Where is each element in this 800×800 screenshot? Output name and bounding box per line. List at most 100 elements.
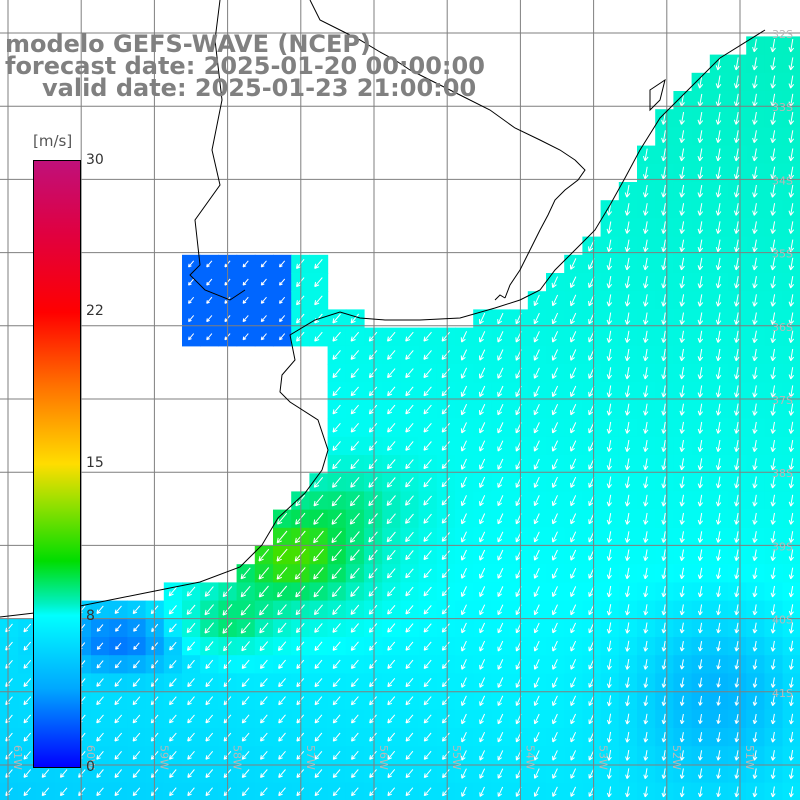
wind-arrow: [460, 531, 467, 543]
wind-arrow: [625, 731, 630, 743]
wind-arrow: [752, 567, 758, 580]
wind-arrow: [260, 278, 267, 286]
wind-arrow: [679, 221, 685, 234]
wind-arrow: [479, 531, 486, 543]
wind-arrow: [788, 203, 795, 216]
wind-arrow: [114, 732, 123, 742]
wind-arrow: [697, 239, 704, 253]
wind-arrow: [533, 731, 540, 743]
wind-arrow: [497, 713, 504, 725]
wind-arrow: [258, 567, 270, 580]
wind-arrow: [716, 677, 721, 688]
colorbar-tick-30: 30: [86, 152, 104, 168]
wind-arrow: [497, 367, 504, 379]
wind-arrow: [460, 458, 467, 470]
wind-arrow: [533, 331, 540, 343]
wind-arrow: [423, 459, 432, 470]
wind-arrow: [240, 567, 251, 580]
wind-arrow: [679, 367, 685, 380]
wind-arrow: [642, 148, 649, 162]
wind-arrow: [350, 678, 359, 688]
wind-arrow: [332, 787, 341, 797]
wind-arrow: [734, 768, 740, 779]
wind-arrow: [350, 659, 359, 669]
lat-label: 32S: [772, 28, 793, 41]
wind-arrow: [314, 769, 323, 778]
wind-arrow: [770, 421, 776, 434]
wind-arrow: [442, 750, 450, 760]
wind-arrow: [441, 350, 451, 360]
wind-arrow: [679, 695, 685, 706]
wind-arrow: [132, 605, 141, 615]
wind-arrow: [497, 349, 504, 361]
wind-arrow: [332, 714, 341, 724]
wind-arrow: [423, 732, 432, 742]
wind-arrow: [606, 713, 612, 725]
wind-arrow: [715, 294, 722, 307]
wind-arrow: [661, 221, 667, 234]
wind-arrow: [643, 367, 649, 380]
wind-arrow: [386, 477, 396, 488]
wind-arrow: [752, 403, 758, 416]
wind-arrow: [679, 549, 685, 562]
wind-arrow: [387, 677, 396, 688]
wind-arrow: [624, 257, 631, 271]
wind-arrow: [497, 604, 504, 616]
wind-arrow: [369, 678, 377, 688]
wind-arrow: [313, 548, 324, 562]
wind-arrow: [278, 659, 286, 669]
wind-arrow: [368, 494, 378, 507]
wind-arrow: [752, 348, 758, 362]
wind-arrow: [733, 148, 740, 162]
latitude-labels: 32S 33S 34S 35S 36S 37S 38S 39S 40S 41S: [772, 28, 793, 700]
wind-arrow: [551, 312, 559, 325]
wind-arrow: [551, 440, 559, 452]
wind-arrow: [643, 276, 649, 289]
wind-arrow: [551, 549, 558, 561]
wind-arrow: [479, 495, 486, 507]
wind-arrow: [460, 476, 467, 488]
wind-arrow: [115, 642, 122, 650]
wind-arrow: [770, 786, 776, 798]
wind-arrow: [314, 787, 323, 797]
wind-arrow: [242, 260, 249, 268]
wind-arrow: [643, 677, 649, 688]
wind-arrow: [734, 458, 740, 471]
wind-arrow: [570, 731, 577, 743]
wind-arrow: [350, 386, 359, 397]
wind-arrow: [734, 403, 740, 416]
wind-arrow: [715, 239, 722, 253]
wind-arrow: [661, 239, 667, 253]
wind-arrow: [423, 513, 432, 524]
wind-arrow: [752, 512, 758, 525]
wind-arrow: [606, 458, 612, 471]
wind-arrow: [752, 713, 758, 725]
wind-arrow: [661, 112, 667, 125]
wind-arrow: [661, 440, 667, 453]
wind-arrow: [752, 203, 758, 216]
wind-arrow: [551, 331, 559, 343]
wind-arrow: [169, 696, 177, 706]
wind-arrow: [715, 130, 722, 144]
wind-arrow: [41, 769, 50, 778]
wind-arrow: [132, 678, 141, 687]
wind-arrow: [132, 660, 140, 669]
wind-arrow: [497, 531, 504, 543]
wind-arrow: [734, 732, 740, 743]
wind-arrow: [570, 385, 577, 398]
wind-arrow: [788, 622, 794, 634]
wind-arrow: [661, 494, 667, 507]
wind-arrow: [114, 605, 122, 614]
wind-arrow: [497, 549, 504, 561]
wind-arrow: [715, 367, 722, 380]
wind-arrow: [788, 367, 795, 380]
wind-arrow: [697, 312, 704, 325]
wind-arrow: [643, 458, 649, 471]
wind-arrow: [313, 567, 324, 580]
wind-arrow: [752, 750, 758, 761]
wind-arrow: [206, 333, 213, 341]
wind-arrow: [606, 330, 613, 343]
lat-label: 36S: [772, 321, 793, 334]
wind-arrow: [405, 441, 414, 451]
